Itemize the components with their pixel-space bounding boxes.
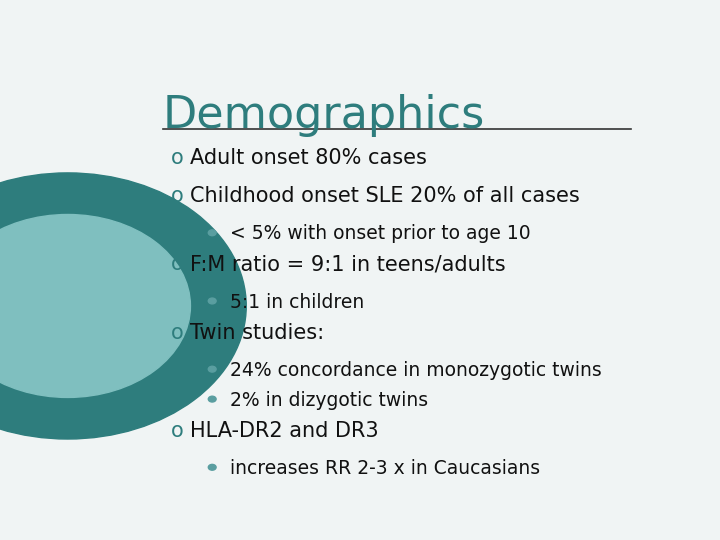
Circle shape xyxy=(208,298,216,304)
Text: o: o xyxy=(171,254,184,274)
Circle shape xyxy=(208,464,216,470)
Text: Twin studies:: Twin studies: xyxy=(190,322,325,342)
Text: 5:1 in children: 5:1 in children xyxy=(230,293,364,312)
Text: Childhood onset SLE 20% of all cases: Childhood onset SLE 20% of all cases xyxy=(190,186,580,206)
Text: increases RR 2-3 x in Caucasians: increases RR 2-3 x in Caucasians xyxy=(230,459,539,478)
Circle shape xyxy=(208,396,216,402)
Text: o: o xyxy=(171,322,184,342)
Text: 2% in dizygotic twins: 2% in dizygotic twins xyxy=(230,391,428,410)
Text: Adult onset 80% cases: Adult onset 80% cases xyxy=(190,148,427,168)
Text: F:M ratio = 9:1 in teens/adults: F:M ratio = 9:1 in teens/adults xyxy=(190,254,506,274)
Circle shape xyxy=(208,230,216,235)
Circle shape xyxy=(208,366,216,372)
Text: o: o xyxy=(171,148,184,168)
Text: HLA-DR2 and DR3: HLA-DR2 and DR3 xyxy=(190,421,379,441)
Text: Demographics: Demographics xyxy=(163,94,485,137)
Text: 24% concordance in monozygotic twins: 24% concordance in monozygotic twins xyxy=(230,361,601,380)
Text: o: o xyxy=(171,186,184,206)
Text: o: o xyxy=(171,421,184,441)
Circle shape xyxy=(0,173,246,439)
Circle shape xyxy=(0,214,190,397)
Text: < 5% with onset prior to age 10: < 5% with onset prior to age 10 xyxy=(230,225,530,244)
